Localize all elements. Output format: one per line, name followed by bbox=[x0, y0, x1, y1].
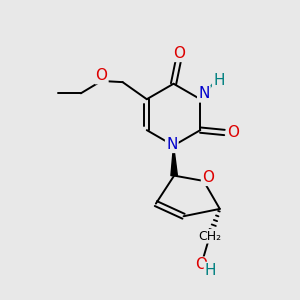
Text: H: H bbox=[205, 262, 216, 278]
Text: O: O bbox=[227, 125, 239, 140]
Text: O: O bbox=[95, 68, 107, 83]
Text: O: O bbox=[173, 46, 185, 61]
Text: O: O bbox=[196, 257, 208, 272]
Text: H: H bbox=[213, 73, 225, 88]
Text: N: N bbox=[198, 86, 210, 101]
Text: CH₂: CH₂ bbox=[198, 230, 221, 243]
Text: O: O bbox=[202, 170, 214, 185]
Polygon shape bbox=[171, 146, 177, 176]
Text: N: N bbox=[166, 137, 178, 152]
